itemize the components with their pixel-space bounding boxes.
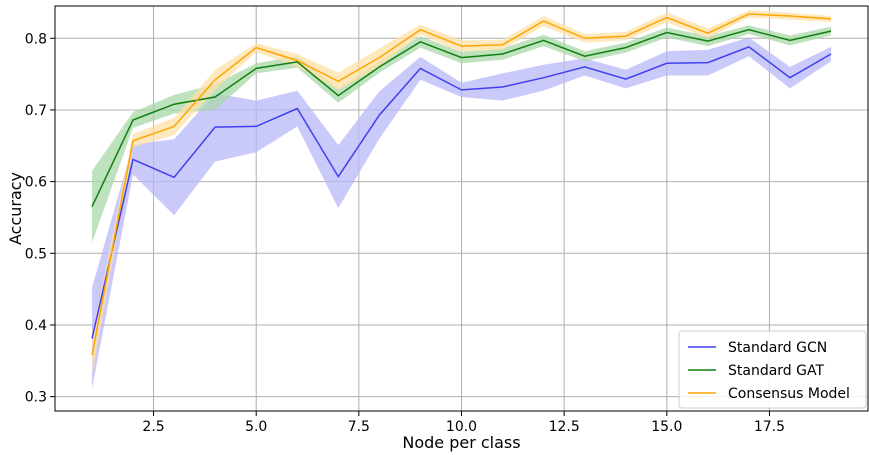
series-lines — [91, 13, 832, 356]
consensus-model-legend-label: Consensus Model — [728, 386, 850, 402]
confidence-bands — [92, 10, 831, 389]
axis-ticks: 2.5 5.0 7.5 10.0 12.5 15.0 17.5 0.3 0.4 0.5 0.6 0.7… — [25, 31, 785, 435]
legend: Standard GCN Standard GAT Consensus Model — [678, 330, 867, 409]
x-tick-label: 10.0 — [446, 419, 477, 435]
x-tick-label: 2.5 — [142, 419, 164, 435]
standard-gcn-confidence-band — [92, 37, 831, 389]
x-tick-label: 15.0 — [651, 419, 682, 435]
x-tick-label: 7.5 — [348, 419, 370, 435]
standard-gat-line — [91, 28, 832, 208]
y-tick-label: 0.5 — [25, 246, 47, 262]
x-tick-label: 12.5 — [549, 419, 580, 435]
y-tick-label: 0.6 — [25, 175, 47, 191]
y-axis-label: Accuracy — [6, 172, 25, 245]
consensus-model-line — [91, 13, 832, 356]
standard-gat-legend-label: Standard GAT — [728, 363, 824, 379]
standard-gcn-legend-label: Standard GCN — [728, 340, 827, 356]
x-tick-label: 17.5 — [754, 419, 785, 435]
y-tick-label: 0.7 — [25, 103, 47, 119]
x-tick-label: 5.0 — [245, 419, 267, 435]
legend-box — [678, 330, 867, 409]
y-tick-label: 0.3 — [25, 390, 47, 406]
y-tick-label: 0.8 — [25, 31, 47, 47]
x-axis-label: Node per class — [402, 433, 520, 452]
standard-gcn-line — [91, 46, 832, 339]
y-tick-label: 0.4 — [25, 318, 47, 334]
